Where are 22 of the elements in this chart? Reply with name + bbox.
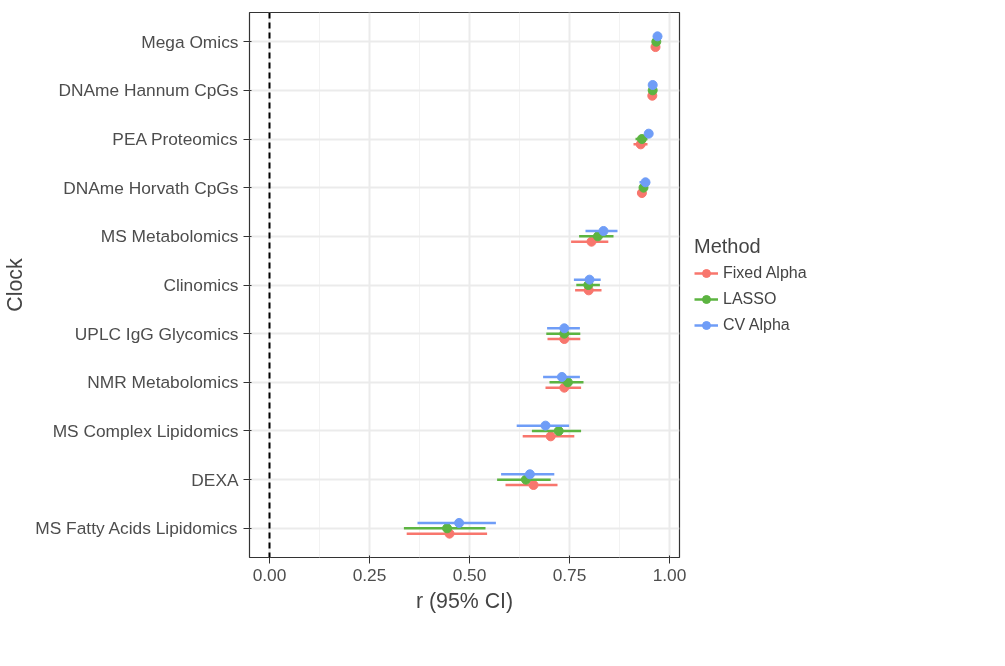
y-tick-label: PEA Proteomics xyxy=(112,129,238,150)
y-tick-label: MS Fatty Acids Lipidomics xyxy=(35,518,238,539)
y-tick-label: Mega Omics xyxy=(141,31,239,52)
x-tick-label: 0.25 xyxy=(352,564,387,585)
x-tick-label: 0.50 xyxy=(452,564,487,585)
y-tick-label: DNAme Hannum CpGs xyxy=(58,80,239,101)
y-tick-label: UPLC IgG Glycomics xyxy=(74,323,239,344)
x-tick-label: 0.75 xyxy=(552,564,587,585)
y-tick-label: MS Metabolomics xyxy=(100,226,239,247)
x-axis-title: r (95% CI) xyxy=(415,588,514,613)
x-tick-label: 1.00 xyxy=(652,564,687,585)
y-tick-label: DNAme Horvath CpGs xyxy=(63,177,239,198)
x-tick-label: 0.00 xyxy=(252,564,287,585)
legend-title: Method xyxy=(694,234,762,258)
legend-label: CV Alpha xyxy=(723,315,790,334)
legend-label: Fixed Alpha xyxy=(723,263,807,282)
y-tick-label: MS Complex Lipidomics xyxy=(52,420,239,441)
y-tick-label: NMR Metabolomics xyxy=(87,372,239,393)
y-tick-label: DEXA xyxy=(191,469,239,490)
y-axis-title: Clock xyxy=(3,258,28,312)
legend-label: LASSO xyxy=(723,289,777,308)
y-tick-label: Clinomics xyxy=(163,275,239,295)
